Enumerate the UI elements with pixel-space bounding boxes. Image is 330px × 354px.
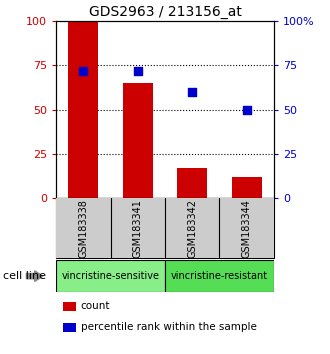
Text: GSM183344: GSM183344 bbox=[242, 199, 252, 258]
Bar bbox=[123, 83, 153, 198]
Text: GSM183338: GSM183338 bbox=[78, 199, 88, 258]
Text: GSM183342: GSM183342 bbox=[187, 199, 197, 258]
Bar bbox=[68, 21, 98, 198]
Bar bbox=[219, 198, 274, 258]
Bar bbox=[165, 198, 219, 258]
Text: GSM183341: GSM183341 bbox=[133, 199, 143, 258]
Bar bbox=[56, 260, 165, 292]
Point bbox=[244, 107, 249, 113]
Text: count: count bbox=[81, 301, 110, 311]
Bar bbox=[232, 177, 262, 198]
Text: vincristine-sensitive: vincristine-sensitive bbox=[62, 271, 159, 281]
FancyArrow shape bbox=[26, 271, 43, 281]
Text: vincristine-resistant: vincristine-resistant bbox=[171, 271, 268, 281]
Title: GDS2963 / 213156_at: GDS2963 / 213156_at bbox=[88, 5, 242, 19]
Point bbox=[81, 68, 86, 74]
Point bbox=[135, 68, 141, 74]
Bar bbox=[111, 198, 165, 258]
Bar bbox=[56, 198, 111, 258]
Text: cell line: cell line bbox=[3, 271, 46, 281]
Bar bbox=[165, 260, 274, 292]
Point bbox=[189, 89, 195, 95]
Text: percentile rank within the sample: percentile rank within the sample bbox=[81, 322, 257, 332]
Bar bbox=[177, 168, 207, 198]
